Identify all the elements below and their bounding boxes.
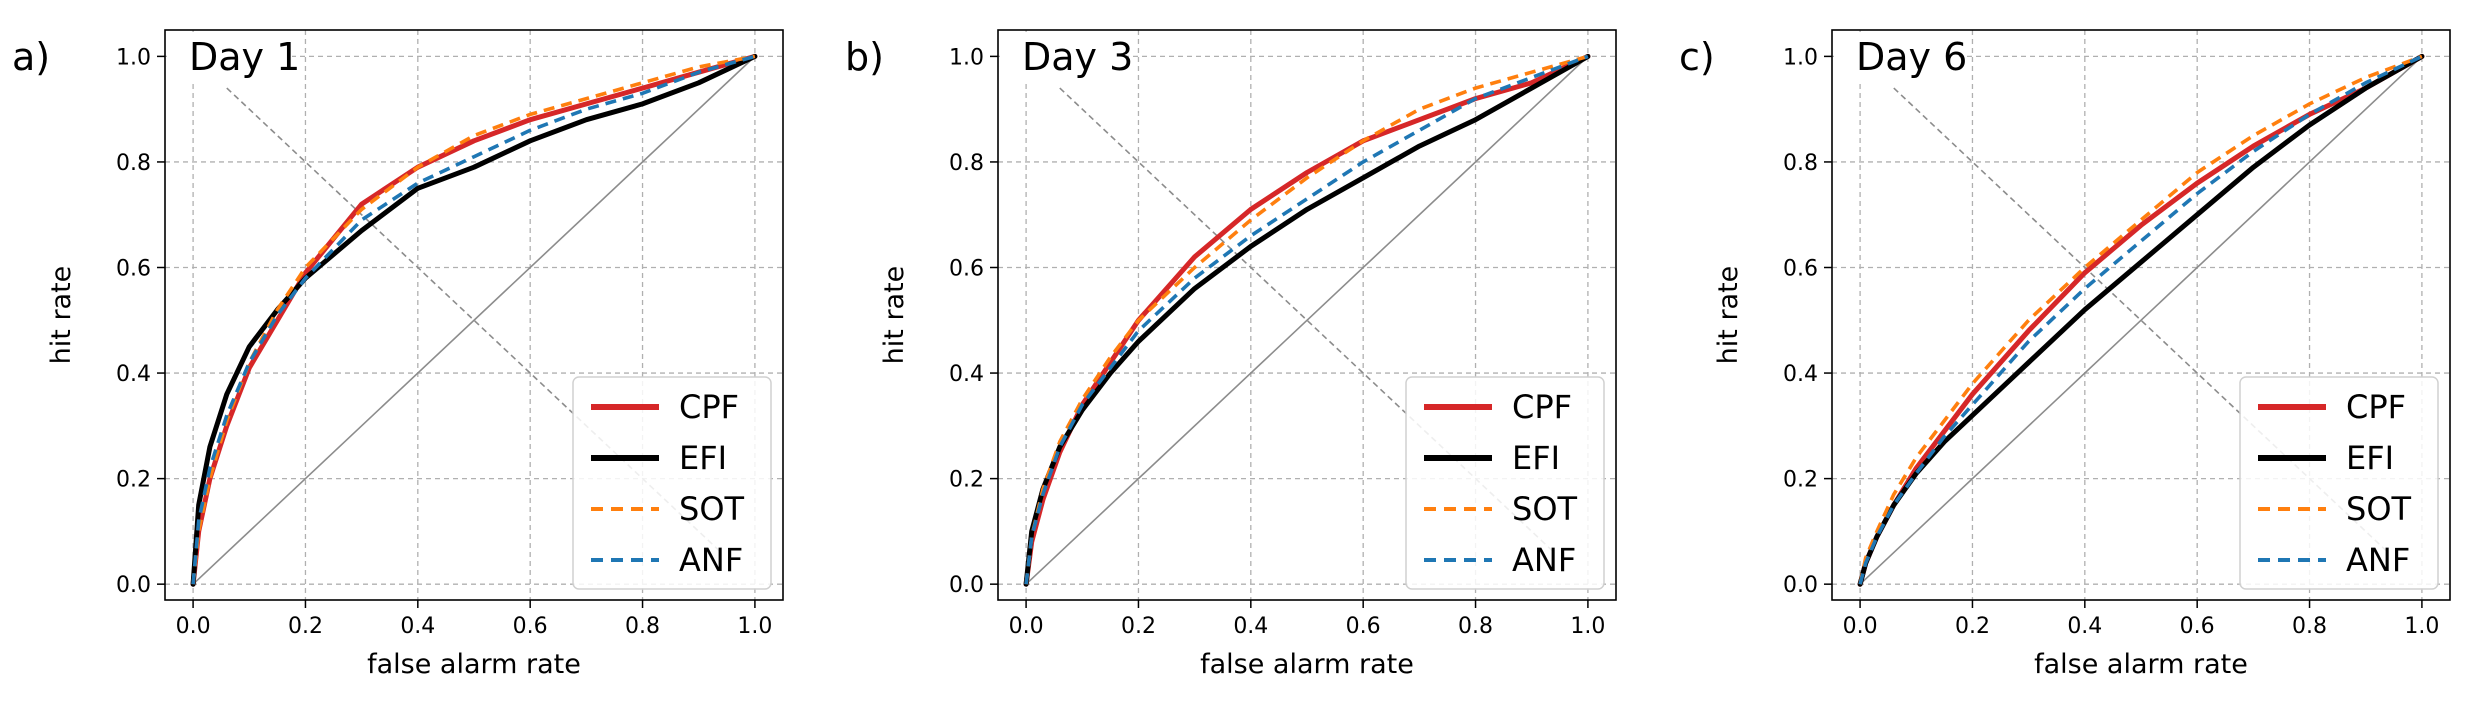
plot-area (1857, 53, 2425, 587)
legend-label-anf: ANF (679, 541, 743, 579)
x-tick-label: 0.0 (1843, 614, 1878, 639)
legend-label-sot: SOT (1512, 490, 1578, 528)
x-tick-label: 0.6 (513, 614, 548, 639)
legend: CPF EFI SOT ANF (572, 376, 772, 590)
x-axis-label: false alarm rate (1200, 649, 1414, 680)
axes-frame (1831, 29, 2451, 601)
plot-area (190, 53, 758, 587)
series-line-efi (190, 53, 758, 587)
legend-label-efi: EFI (679, 439, 727, 477)
no-skill-diagonal (1025, 55, 1589, 585)
roc-panel-3: 0.0 0.2 0.4 0.6 0.8 1.0 0.0 0.2 0.4 0.6 0.8 1.0 fals… (1679, 29, 2451, 680)
series-line-sot (1858, 54, 2423, 585)
y-tick-label: 0.2 (949, 468, 984, 493)
x-tick-label: 0.2 (1955, 614, 1990, 639)
roc-panel-2: 0.0 0.2 0.4 0.6 0.8 1.0 0.0 0.2 0.4 0.6 0.8 1.0 fals… (845, 29, 1617, 680)
plot-area (1023, 53, 1591, 587)
x-axis-label: false alarm rate (2034, 649, 2248, 680)
legend-label-efi: EFI (1512, 439, 1560, 477)
series-line-cpf (1023, 53, 1591, 587)
no-skill-diagonal (1859, 55, 2423, 585)
panel-label: c) (1679, 35, 1715, 79)
legend-label-cpf: CPF (679, 388, 739, 426)
legend-label-efi: EFI (2346, 439, 2394, 477)
x-tick-label: 1.0 (1570, 614, 1605, 639)
legend: CPF EFI SOT ANF (2239, 376, 2439, 590)
axes-frame (997, 29, 1617, 601)
legend-label-cpf: CPF (2346, 388, 2406, 426)
legend-label-sot: SOT (679, 490, 745, 528)
y-axis-label: hit rate (1713, 266, 1744, 365)
legend-label-anf: ANF (1512, 541, 1576, 579)
x-tick-label: 0.8 (1458, 614, 1493, 639)
panel-label: a) (12, 35, 50, 79)
y-tick-label: 0.6 (949, 257, 984, 282)
x-tick-label: 1.0 (2404, 614, 2439, 639)
panel-title: Day 6 (1856, 35, 1967, 79)
x-tick-label: 0.4 (2067, 614, 2102, 639)
x-tick-label: 0.4 (1233, 614, 1268, 639)
panel-title: Day 1 (189, 35, 300, 79)
y-tick-label: 1.0 (1783, 45, 1818, 70)
x-tick-label: 0.8 (625, 614, 660, 639)
x-tick-label: 0.6 (2180, 614, 2215, 639)
x-tick-label: 0.4 (400, 614, 435, 639)
y-tick-label: 0.2 (1783, 468, 1818, 493)
y-tick-label: 1.0 (116, 45, 151, 70)
panel-label: b) (845, 35, 884, 79)
legend: CPF EFI SOT ANF (1405, 376, 1605, 590)
y-axis-label: hit rate (879, 266, 910, 365)
legend-box (572, 376, 772, 590)
y-tick-label: 0.8 (949, 151, 984, 176)
y-tick-label: 0.4 (1783, 362, 1818, 387)
x-tick-label: 1.0 (737, 614, 772, 639)
series-line-anf (1858, 54, 2423, 585)
grid (165, 30, 783, 600)
legend-label-cpf: CPF (1512, 388, 1572, 426)
y-tick-label: 0.4 (949, 362, 984, 387)
y-tick-label: 0.6 (1783, 257, 1818, 282)
panel-title: Day 3 (1022, 35, 1133, 79)
y-tick-label: 0.8 (1783, 151, 1818, 176)
x-tick-label: 0.8 (2292, 614, 2327, 639)
roc-panel-1: 0.0 0.2 0.4 0.6 0.8 1.0 0.0 0.2 0.4 0.6 0.8 1.0 fals… (12, 29, 784, 680)
y-tick-label: 0.0 (949, 573, 984, 598)
x-tick-label: 0.2 (288, 614, 323, 639)
legend-box (2239, 376, 2439, 590)
y-tick-label: 0.8 (116, 151, 151, 176)
y-axis-label: hit rate (46, 266, 77, 365)
x-tick-label: 0.2 (1121, 614, 1156, 639)
title-box (167, 32, 292, 82)
y-tick-label: 0.0 (1783, 573, 1818, 598)
x-tick-label: 0.0 (176, 614, 211, 639)
y-tick-label: 0.2 (116, 468, 151, 493)
y-tick-label: 0.6 (116, 257, 151, 282)
y-tick-label: 0.0 (116, 573, 151, 598)
series-line-anf (1024, 54, 1589, 585)
x-tick-label: 0.6 (1346, 614, 1381, 639)
y-tick-label: 0.4 (116, 362, 151, 387)
series-line-anf (191, 54, 756, 585)
x-axis-label: false alarm rate (367, 649, 581, 680)
x-tick-label: 0.0 (1009, 614, 1044, 639)
legend-label-sot: SOT (2346, 490, 2412, 528)
series-line-sot (191, 54, 756, 585)
legend-box (1405, 376, 1605, 590)
axes-frame (164, 29, 784, 601)
no-skill-diagonal (192, 55, 756, 585)
title-box (1000, 32, 1125, 82)
title-box (1834, 32, 1959, 82)
y-tick-label: 1.0 (949, 45, 984, 70)
series-line-cpf (190, 53, 758, 587)
legend-label-anf: ANF (2346, 541, 2410, 579)
